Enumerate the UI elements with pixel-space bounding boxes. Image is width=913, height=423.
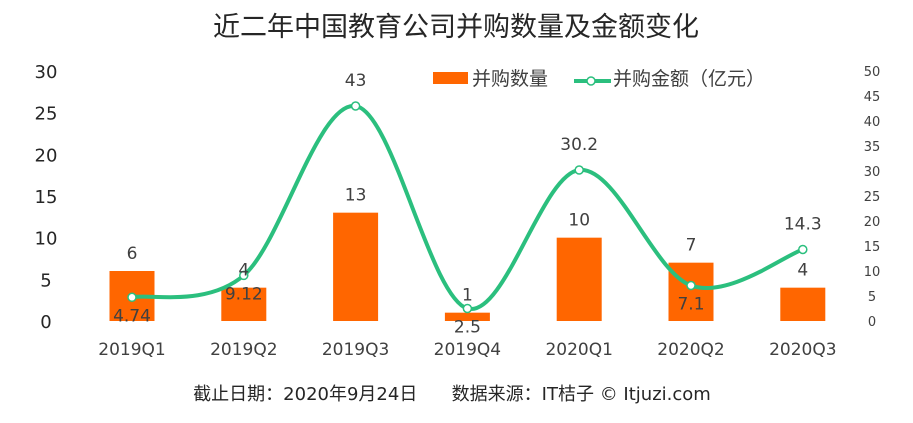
- right-tick-label: 30: [864, 165, 881, 180]
- x-tick-label: 2020Q3: [769, 340, 836, 360]
- bar-data-label: 7: [686, 236, 697, 256]
- x-tick-label: 2020Q1: [545, 340, 612, 360]
- legend-marker: [586, 76, 596, 86]
- x-tick-label: 2020Q2: [657, 340, 724, 360]
- line-data-label: 30.2: [560, 135, 598, 155]
- right-tick-label: 50: [864, 65, 881, 80]
- line-point: [462, 303, 473, 314]
- line-series: [127, 101, 808, 314]
- data-labels: 6 4 13 1 10 7 4 4.74 9.12 43 2.5 30.2 7.1 14.3: [113, 71, 822, 338]
- line-data-label: 9.12: [225, 284, 263, 304]
- bar-data-label: 13: [345, 186, 367, 206]
- left-tick-label: 0: [40, 312, 51, 333]
- right-axis: 0 5 10 15 20 25 30 35 40 45 50: [864, 65, 881, 330]
- bar-data-label: 1: [462, 286, 473, 306]
- bar-series: [109, 212, 826, 321]
- chart-title: 近二年中国教育公司并购数量及金额变化: [213, 12, 699, 43]
- right-tick-label: 40: [864, 115, 881, 130]
- line-data-label: 7.1: [677, 295, 704, 315]
- right-tick-label: 45: [864, 90, 881, 105]
- line-point: [239, 270, 249, 281]
- bar: [556, 237, 602, 321]
- bar: [221, 287, 267, 321]
- left-tick-label: 10: [35, 229, 58, 250]
- left-tick-label: 30: [35, 62, 58, 83]
- right-tick-label: 15: [864, 240, 881, 255]
- bar: [444, 312, 490, 321]
- left-axis: 0 5 10 15 20 25 30: [35, 62, 58, 333]
- legend: 并购数量 并购金额（亿元）: [433, 68, 765, 90]
- right-tick-label: 5: [868, 290, 876, 305]
- right-tick-label: 0: [868, 315, 876, 330]
- right-tick-label: 35: [864, 140, 881, 155]
- bar-data-label: 4: [797, 261, 808, 281]
- line-data-label: 14.3: [784, 215, 822, 235]
- left-tick-label: 5: [40, 270, 51, 291]
- line-point: [350, 101, 361, 111]
- x-tick-label: 2019Q3: [322, 340, 389, 360]
- legend-label-bar: 并购数量: [472, 68, 548, 90]
- right-tick-label: 20: [864, 215, 881, 230]
- bar-data-label: 6: [127, 244, 138, 264]
- bar: [668, 262, 714, 321]
- right-tick-label: 25: [864, 190, 881, 205]
- legend-swatch-bar: [433, 72, 468, 84]
- bar: [333, 212, 379, 321]
- x-axis: 2019Q1 2019Q2 2019Q3 2019Q4 2020Q1 2020Q2 2020…: [98, 340, 836, 360]
- bar: [780, 287, 826, 321]
- bar-data-label: 10: [568, 211, 590, 231]
- bar-data-label: 4: [238, 261, 249, 281]
- x-tick-label: 2019Q2: [210, 340, 277, 360]
- footer-source: 截止日期：2020年9月24日 数据来源：IT桔子 © Itjuzi.com: [193, 384, 711, 405]
- legend-label-line: 并购金额（亿元）: [613, 68, 765, 90]
- right-tick-label: 10: [864, 265, 881, 280]
- x-tick-label: 2019Q4: [434, 340, 501, 360]
- line-data-label: 4.74: [113, 306, 151, 326]
- line-point: [574, 165, 584, 175]
- left-tick-label: 15: [35, 187, 58, 208]
- line-point: [686, 280, 696, 291]
- line-point: [127, 292, 137, 303]
- line-data-label: 2.5: [454, 318, 481, 338]
- x-tick-label: 2019Q1: [98, 340, 165, 360]
- left-tick-label: 20: [35, 145, 58, 166]
- left-tick-label: 25: [35, 104, 58, 125]
- line-point: [798, 244, 808, 255]
- line-data-label: 43: [345, 71, 367, 91]
